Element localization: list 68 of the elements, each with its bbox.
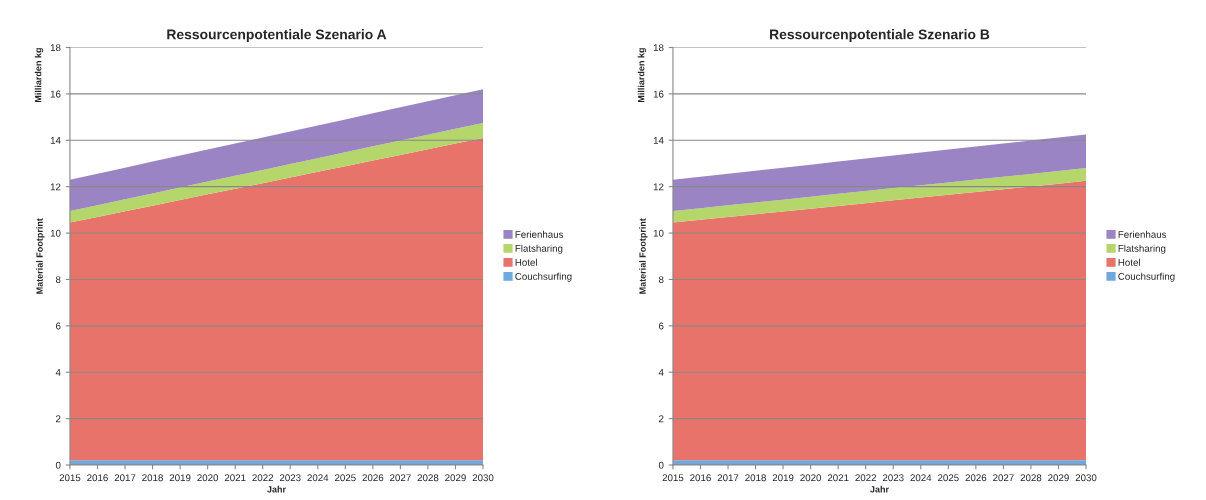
y-tick-label: 10 xyxy=(653,229,664,237)
x-tick-label: 2021 xyxy=(224,474,246,482)
legend-label: Flatsharing xyxy=(515,244,563,254)
y-tick-label: 18 xyxy=(653,44,664,52)
legend-label: Ferienhaus xyxy=(1118,230,1167,238)
legend-label: Ferienhaus xyxy=(515,230,564,238)
x-tick-label: 2020 xyxy=(800,474,822,482)
y-tick-label: 6 xyxy=(659,322,664,330)
y-tick-label: 10 xyxy=(50,229,61,237)
legend-label: Couchsurfing xyxy=(1118,272,1175,282)
x-tick-label: 2030 xyxy=(1075,474,1097,482)
x-tick-label: 2018 xyxy=(745,474,766,482)
y-axis-title: Material Footprint xyxy=(36,218,45,294)
x-tick-label: 2017 xyxy=(717,474,739,482)
x-tick-label: 2024 xyxy=(307,474,329,482)
x-tick-label: 2022 xyxy=(855,474,877,482)
text: Milliarden kg xyxy=(34,48,44,103)
y-tick-label: 16 xyxy=(50,90,61,98)
x-tick-label: 2025 xyxy=(334,474,356,482)
y-tick-label: 12 xyxy=(50,183,61,191)
legend-label: Hotel xyxy=(515,258,537,266)
x-tick-label: 2019 xyxy=(169,474,191,482)
x-tick-label: 2026 xyxy=(362,474,384,482)
x-tick-label: 2017 xyxy=(114,474,136,482)
x-tick-label: 2015 xyxy=(662,474,684,482)
y-tick-label: 2 xyxy=(56,415,61,423)
x-tick-label: 2016 xyxy=(87,474,108,482)
x-tick-label: 2028 xyxy=(417,474,439,482)
y-tick-label: 14 xyxy=(653,137,664,144)
x-tick-label: 2016 xyxy=(690,474,711,482)
x-tick-label: 2027 xyxy=(993,474,1014,482)
y-tick-label: 18 xyxy=(50,44,61,52)
y-tick-label: 4 xyxy=(55,369,61,376)
legend-label: Hotel xyxy=(1118,258,1140,266)
y-tick-label: 8 xyxy=(55,276,61,284)
y-axis-title: Material Footprint xyxy=(639,218,648,294)
x-tick-label: 2023 xyxy=(279,474,301,482)
x-tick-label: 2020 xyxy=(197,474,219,482)
text: Milliarden kg xyxy=(637,48,647,103)
x-tick-label: 2023 xyxy=(882,474,904,482)
legend-label: Flatsharing xyxy=(1118,244,1166,254)
x-tick-label: 2029 xyxy=(445,474,466,482)
y-tick-label: 4 xyxy=(658,369,664,376)
y-tick-label: 12 xyxy=(653,183,664,191)
chart-title: Ressourcenpotentiale Szenario B xyxy=(770,29,990,43)
y-tick-label: 2 xyxy=(659,415,664,423)
y-tick-label: 0 xyxy=(55,461,61,469)
y-tick-label: 14 xyxy=(50,137,61,144)
y-tick-label: 0 xyxy=(658,461,664,469)
x-tick-label: 2018 xyxy=(142,474,163,482)
x-tick-label: 2024 xyxy=(910,474,932,482)
x-tick-label: 2026 xyxy=(965,474,987,482)
x-tick-label: 2022 xyxy=(252,474,274,482)
x-tick-label: 2019 xyxy=(772,474,794,482)
x-tick-label: 2030 xyxy=(472,474,494,482)
x-tick-label: 2028 xyxy=(1020,474,1042,482)
y-tick-label: 6 xyxy=(56,322,61,330)
y-tick-label: 8 xyxy=(658,276,664,284)
x-tick-label: 2021 xyxy=(827,474,849,482)
legend-label: Couchsurfing xyxy=(515,272,572,282)
x-axis-title: Jahr xyxy=(870,485,889,493)
y-tick-label: 16 xyxy=(653,90,664,98)
chart-title: Ressourcenpotentiale Szenario A xyxy=(167,29,387,43)
x-tick-label: 2015 xyxy=(59,474,81,482)
x-tick-label: 2029 xyxy=(1048,474,1069,482)
x-axis-title: Jahr xyxy=(267,485,286,493)
x-tick-label: 2027 xyxy=(390,474,411,482)
x-tick-label: 2025 xyxy=(937,474,959,482)
